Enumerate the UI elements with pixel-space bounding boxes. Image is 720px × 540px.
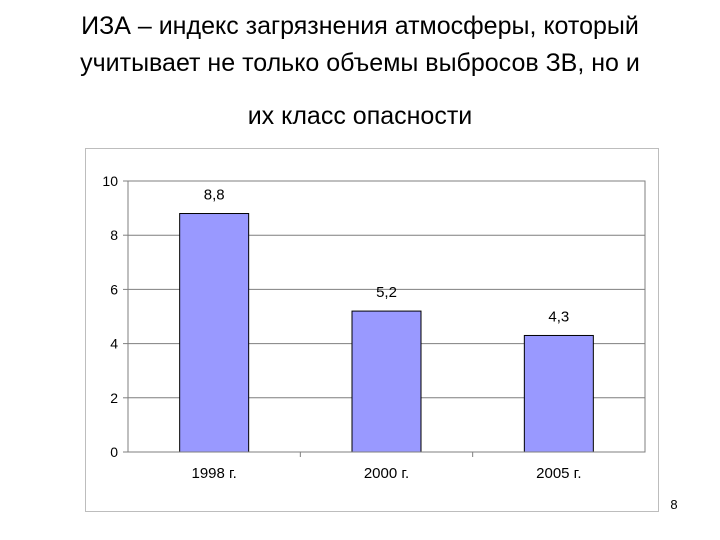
y-tick-label: 6 — [110, 281, 118, 297]
x-tick-label: 2000 г. — [364, 465, 409, 482]
y-tick-label: 4 — [110, 336, 118, 352]
y-tick-label: 2 — [110, 390, 118, 406]
slide-title: ИЗА – индекс загрязнения атмосферы, кото… — [0, 8, 720, 135]
y-tick-label: 10 — [102, 173, 118, 189]
title-line-3: их класс опасности — [247, 102, 473, 130]
data-label: 4,3 — [548, 308, 569, 325]
bar — [523, 334, 594, 453]
bar — [179, 213, 250, 453]
data-label: 8,8 — [204, 187, 225, 204]
y-tick-label: 0 — [110, 444, 118, 460]
x-tick-label: 2005 г. — [536, 465, 581, 482]
slide-number: 8 — [670, 497, 678, 512]
title-line-1: ИЗА – индекс загрязнения атмосферы, кото… — [81, 12, 639, 40]
x-tick-label: 1998 г. — [191, 465, 236, 482]
data-label: 5,2 — [376, 284, 397, 301]
bar — [351, 310, 422, 453]
y-tick-label: 8 — [110, 227, 118, 243]
title-line-2: учитывает не только объемы выбросов ЗВ, … — [80, 49, 640, 77]
